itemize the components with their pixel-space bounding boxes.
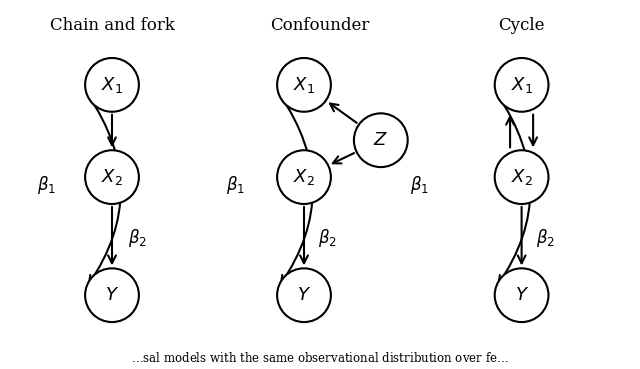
Text: $Z$: $Z$	[373, 131, 388, 149]
Ellipse shape	[495, 150, 548, 204]
Ellipse shape	[85, 268, 139, 322]
Text: $Y$: $Y$	[105, 286, 119, 304]
Ellipse shape	[85, 58, 139, 112]
Ellipse shape	[354, 113, 408, 167]
Text: Chain and fork: Chain and fork	[49, 17, 175, 34]
Ellipse shape	[277, 268, 331, 322]
Text: $\beta_1$: $\beta_1$	[226, 173, 245, 196]
Ellipse shape	[85, 150, 139, 204]
Text: $X_1$: $X_1$	[511, 75, 532, 95]
Text: $\beta_2$: $\beta_2$	[318, 227, 337, 249]
Text: $X_1$: $X_1$	[101, 75, 123, 95]
Text: $Y$: $Y$	[515, 286, 529, 304]
Text: $X_2$: $X_2$	[293, 167, 315, 187]
Ellipse shape	[277, 58, 331, 112]
Text: $\beta_1$: $\beta_1$	[410, 173, 429, 196]
Text: $\beta_2$: $\beta_2$	[536, 227, 555, 249]
Text: $X_1$: $X_1$	[293, 75, 315, 95]
Text: $\ldots$sal models with the same observational distribution over fe$\ldots$: $\ldots$sal models with the same observa…	[131, 351, 509, 365]
Text: $Y$: $Y$	[297, 286, 311, 304]
Text: $\beta_2$: $\beta_2$	[128, 227, 147, 249]
Text: Cycle: Cycle	[499, 17, 545, 34]
Ellipse shape	[495, 268, 548, 322]
Text: Confounder: Confounder	[270, 17, 370, 34]
Text: $X_2$: $X_2$	[511, 167, 532, 187]
Ellipse shape	[495, 58, 548, 112]
Text: $\beta_1$: $\beta_1$	[36, 173, 56, 196]
Ellipse shape	[277, 150, 331, 204]
Text: $X_2$: $X_2$	[101, 167, 123, 187]
